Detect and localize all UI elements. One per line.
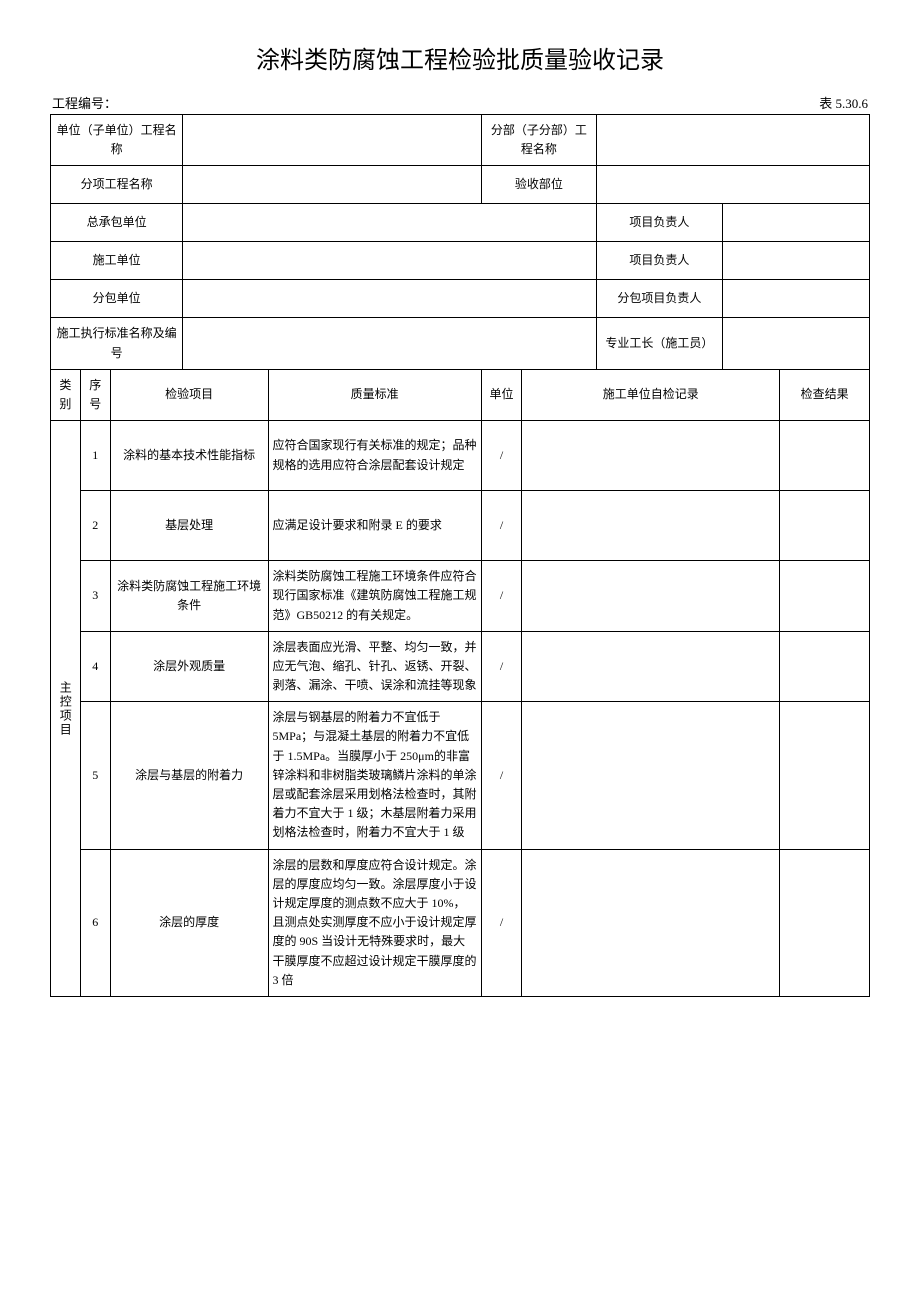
project-leader-label2: 项目负责人 (596, 242, 722, 280)
row-result (780, 421, 870, 491)
row-selfcheck (522, 491, 780, 561)
inspection-table: 单位（子单位）工程名称 分部（子分部）工程名称 分项工程名称 验收部位 总承包单… (50, 114, 870, 997)
accept-dept-label: 验收部位 (481, 166, 596, 204)
row-unit: / (481, 421, 522, 491)
row-result (780, 702, 870, 849)
row-unit: / (481, 561, 522, 632)
row-item: 涂料的基本技术性能指标 (110, 421, 268, 491)
row-standard: 涂层的层数和厚度应符合设计规定。涂层的厚度应均匀一致。涂层厚度小于设计规定厚度的… (268, 849, 481, 996)
row-seq: 5 (80, 702, 110, 849)
row-selfcheck (522, 702, 780, 849)
row-selfcheck (522, 849, 780, 996)
project-number-label: 工程编号： (52, 93, 117, 112)
row-unit: / (481, 631, 522, 702)
construction-unit-value (183, 242, 597, 280)
row-selfcheck (522, 421, 780, 491)
row-result (780, 491, 870, 561)
item-project-value (183, 166, 482, 204)
row-seq: 4 (80, 631, 110, 702)
row-standard: 应符合国家现行有关标准的规定；品种规格的选用应符合涂层配套设计规定 (268, 421, 481, 491)
sub-project-leader-value (722, 280, 869, 318)
col-standard: 质量标准 (268, 369, 481, 420)
unit-project-label: 单位（子单位）工程名称 (51, 115, 183, 166)
project-leader-label: 项目负责人 (596, 204, 722, 242)
foreman-label: 专业工长（施工员） (596, 318, 722, 369)
general-contractor-value (183, 204, 597, 242)
row-standard: 涂层表面应光滑、平整、均匀一致，并应无气泡、缩孔、针孔、返锈、开裂、剥落、漏涂、… (268, 631, 481, 702)
row-item: 涂层外观质量 (110, 631, 268, 702)
unit-project-value (183, 115, 482, 166)
col-unit: 单位 (481, 369, 522, 420)
row-item: 基层处理 (110, 491, 268, 561)
row-result (780, 561, 870, 632)
item-project-label: 分项工程名称 (51, 166, 183, 204)
row-unit: / (481, 849, 522, 996)
row-item: 涂料类防腐蚀工程施工环境条件 (110, 561, 268, 632)
subcontractor-value (183, 280, 597, 318)
row-item: 涂层的厚度 (110, 849, 268, 996)
row-result (780, 849, 870, 996)
col-item: 检验项目 (110, 369, 268, 420)
row-unit: / (481, 702, 522, 849)
page-title: 涂料类防腐蚀工程检验批质量验收记录 (50, 40, 870, 75)
row-result (780, 631, 870, 702)
row-seq: 6 (80, 849, 110, 996)
accept-dept-value (596, 166, 869, 204)
foreman-value (722, 318, 869, 369)
col-seq: 序号 (80, 369, 110, 420)
row-item: 涂层与基层的附着力 (110, 702, 268, 849)
sub-project-leader-label: 分包项目负责人 (596, 280, 722, 318)
construction-unit-label: 施工单位 (51, 242, 183, 280)
row-standard: 涂层与钢基层的附着力不宜低于5MPa；与混凝土基层的附着力不宜低于 1.5MPa… (268, 702, 481, 849)
table-number: 表 5.30.6 (819, 93, 868, 112)
sub-project-value (596, 115, 869, 166)
project-leader-value (722, 204, 869, 242)
row-seq: 2 (80, 491, 110, 561)
subcontractor-label: 分包单位 (51, 280, 183, 318)
row-unit: / (481, 491, 522, 561)
project-leader-value2 (722, 242, 869, 280)
row-selfcheck (522, 561, 780, 632)
sub-project-label: 分部（子分部）工程名称 (481, 115, 596, 166)
category-main: 主控项目 (51, 421, 81, 997)
col-category: 类别 (51, 369, 81, 420)
exec-standard-value (183, 318, 597, 369)
row-seq: 1 (80, 421, 110, 491)
col-self-check: 施工单位自检记录 (522, 369, 780, 420)
general-contractor-label: 总承包单位 (51, 204, 183, 242)
row-standard: 涂料类防腐蚀工程施工环境条件应符合现行国家标准《建筑防腐蚀工程施工规范》GB50… (268, 561, 481, 632)
exec-standard-label: 施工执行标准名称及编号 (51, 318, 183, 369)
row-seq: 3 (80, 561, 110, 632)
row-standard: 应满足设计要求和附录 E 的要求 (268, 491, 481, 561)
row-selfcheck (522, 631, 780, 702)
col-result: 检查结果 (780, 369, 870, 420)
